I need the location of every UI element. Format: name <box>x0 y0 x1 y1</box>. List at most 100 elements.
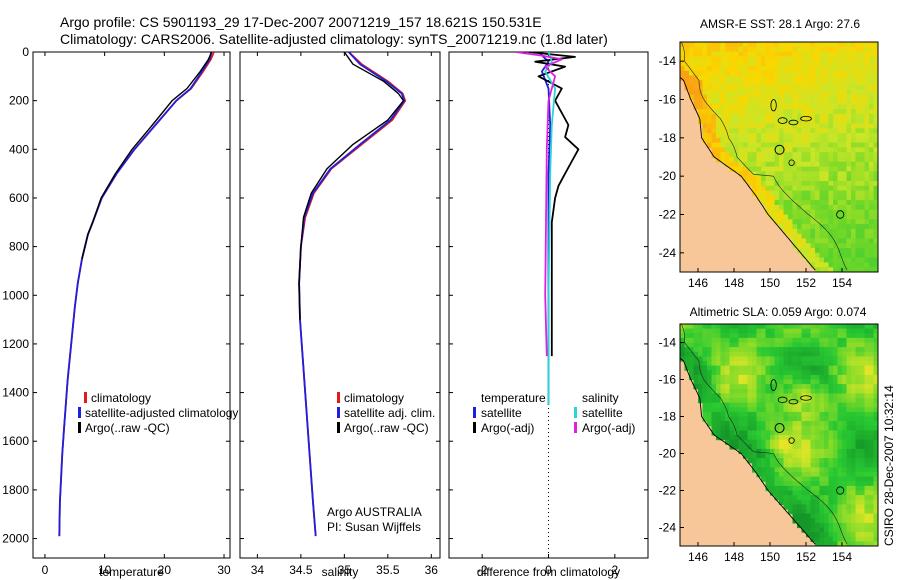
map-cell <box>792 166 798 172</box>
map-cell <box>756 374 762 381</box>
map-cell <box>851 435 857 441</box>
map-cell <box>815 374 821 381</box>
map-cell <box>711 430 717 436</box>
map-cell <box>828 204 834 211</box>
map-cell <box>806 243 812 249</box>
map-cell <box>711 411 717 418</box>
map-cell <box>761 61 767 67</box>
map-cell <box>860 411 866 418</box>
map-cell <box>761 85 767 91</box>
map-cell <box>846 379 852 385</box>
map-cell <box>819 228 825 235</box>
map-cell <box>810 85 816 91</box>
map-cell <box>842 522 848 529</box>
map-cell <box>851 42 857 48</box>
map-cell <box>774 123 780 129</box>
map-cell <box>869 411 875 418</box>
map-cell <box>878 224 883 229</box>
map-cell <box>810 490 816 496</box>
map-cell <box>801 402 807 408</box>
map-cell <box>819 267 825 272</box>
map-cell <box>815 190 821 196</box>
map-cell <box>707 342 713 348</box>
map-cell <box>864 42 870 48</box>
map-cell <box>869 166 875 172</box>
map-cell <box>846 94 852 101</box>
map-cell <box>851 109 857 115</box>
map-cell <box>747 333 753 339</box>
map-cell <box>810 133 816 139</box>
map-cell <box>761 448 767 455</box>
map-cell <box>860 176 866 182</box>
map-cell <box>873 176 878 182</box>
map-cell <box>878 234 883 239</box>
map-cell <box>851 374 857 381</box>
map-cell <box>824 118 830 125</box>
map-cell <box>806 214 812 220</box>
map-cell <box>828 42 834 48</box>
map-cell <box>738 161 744 168</box>
map-cell <box>734 324 740 330</box>
map-cell <box>702 99 708 105</box>
map-cell <box>824 374 830 381</box>
map-cell <box>801 89 807 96</box>
map-cell <box>752 152 758 158</box>
map-cell <box>680 333 686 339</box>
map-cell <box>833 416 839 422</box>
map-cell <box>693 42 699 48</box>
reef-outline <box>800 395 812 401</box>
map-cell <box>779 118 785 125</box>
map-cell <box>734 361 740 367</box>
map-cell <box>855 444 861 450</box>
map-cell <box>837 527 843 533</box>
map-cell <box>810 472 816 478</box>
map-cell <box>842 200 848 206</box>
map-cell <box>770 109 776 115</box>
map-cell <box>797 75 803 81</box>
map-cell <box>846 262 852 268</box>
map-cell <box>864 137 870 144</box>
map-cell <box>837 462 843 468</box>
map-cell <box>869 195 875 201</box>
map-cell <box>797 374 803 381</box>
map-cell <box>797 85 803 91</box>
map-cell <box>846 425 852 431</box>
map-cell <box>806 89 812 96</box>
map-cell <box>864 379 870 385</box>
map-cell <box>792 402 798 408</box>
map-cell <box>824 257 830 263</box>
map-cell <box>765 425 771 431</box>
map-cell <box>837 238 843 244</box>
map-cell <box>743 398 749 404</box>
map-cell <box>801 384 807 390</box>
map-cell <box>873 324 878 330</box>
map-cell <box>815 214 821 220</box>
map-cell <box>864 518 870 524</box>
map-cell <box>864 70 870 77</box>
map-cell <box>711 99 717 105</box>
map-cell <box>761 374 767 381</box>
map-cell <box>815 462 821 468</box>
map-cell <box>833 411 839 418</box>
map-cell <box>869 337 875 344</box>
map-cell <box>824 133 830 139</box>
map-cell <box>869 248 875 254</box>
map-cell <box>846 374 852 381</box>
map-cell <box>702 85 708 91</box>
map-cell <box>729 337 735 344</box>
reef-outline <box>777 396 788 404</box>
map-cell <box>873 351 878 357</box>
map-cell <box>878 329 883 334</box>
map-cell <box>779 176 785 182</box>
map-cell <box>846 513 852 519</box>
map-cell <box>774 435 780 441</box>
map-cell <box>783 56 789 62</box>
map-cell <box>806 333 812 339</box>
map-cell <box>846 536 852 542</box>
map-cell <box>797 228 803 235</box>
map-cell <box>698 56 704 62</box>
map-cell <box>855 532 861 538</box>
map-cell <box>783 133 789 139</box>
map-cell <box>855 504 861 510</box>
map-cell <box>765 333 771 339</box>
